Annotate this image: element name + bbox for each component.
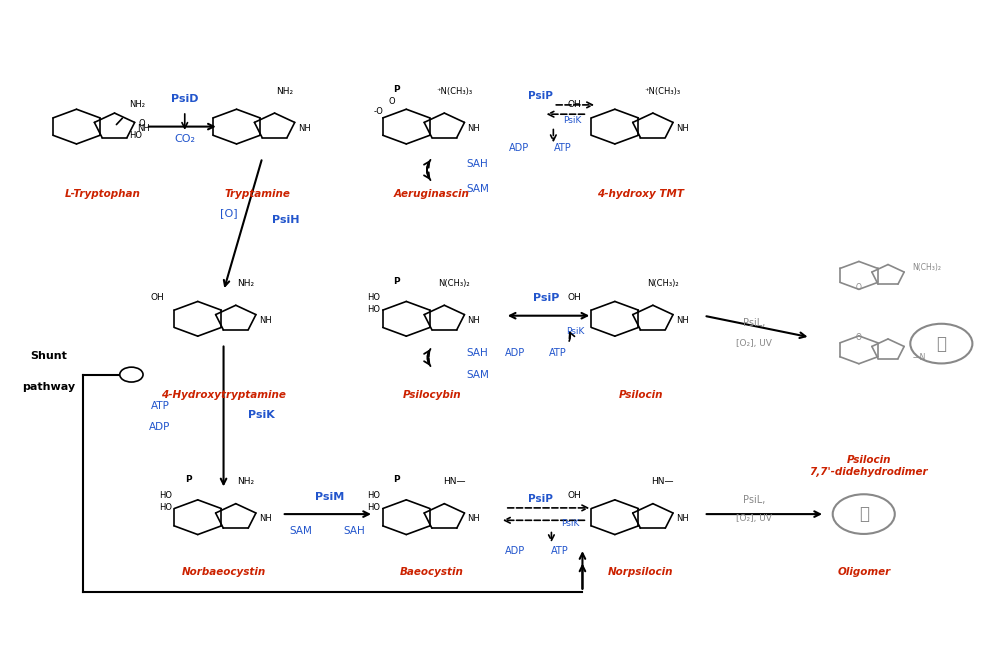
Text: ADP: ADP [509, 143, 530, 153]
Text: Oligomer: Oligomer [837, 567, 890, 577]
Text: ⁺N(CH₃)₃: ⁺N(CH₃)₃ [436, 86, 472, 96]
Text: NH: NH [467, 514, 480, 523]
Text: CO₂: CO₂ [174, 134, 195, 144]
Text: SAM: SAM [466, 183, 489, 194]
Text: NH: NH [259, 514, 272, 523]
Text: OH: OH [567, 491, 581, 500]
Text: —N: —N [912, 353, 926, 362]
Text: [O₂], UV: [O₂], UV [736, 514, 772, 523]
Text: PsiK: PsiK [566, 327, 584, 335]
FancyBboxPatch shape [34, 27, 946, 604]
Text: SAM: SAM [290, 526, 313, 536]
Text: PsiP: PsiP [528, 493, 553, 504]
Text: P: P [185, 476, 192, 484]
Text: ADP: ADP [149, 422, 170, 432]
Text: PsiP: PsiP [533, 293, 560, 304]
Text: PsiM: PsiM [315, 491, 344, 502]
Text: NH: NH [259, 316, 272, 325]
Text: NH: NH [467, 124, 480, 133]
Text: N(CH₃)₂: N(CH₃)₂ [647, 279, 678, 288]
Text: PsiL,: PsiL, [743, 495, 765, 505]
Text: O: O [388, 98, 395, 107]
Text: Shunt: Shunt [31, 351, 67, 361]
Text: Psilocybin: Psilocybin [403, 390, 461, 400]
Text: ATP: ATP [151, 400, 170, 411]
Text: -O: -O [373, 107, 383, 116]
Text: [O]: [O] [220, 209, 237, 218]
Text: 4-hydroxy TMT: 4-hydroxy TMT [597, 188, 684, 199]
Text: 🍄: 🍄 [936, 335, 946, 352]
Text: O: O [139, 119, 145, 128]
Text: P: P [393, 85, 400, 94]
Text: NH: NH [676, 316, 689, 325]
Text: N(CH₃)₂: N(CH₃)₂ [912, 263, 941, 272]
Text: O: O [856, 283, 862, 292]
Text: PsiH: PsiH [272, 214, 300, 225]
Text: N(CH₃)₂: N(CH₃)₂ [438, 279, 470, 288]
Text: ⁺N(CH₃)₃: ⁺N(CH₃)₃ [645, 86, 681, 96]
Text: 4-Hydroxytryptamine: 4-Hydroxytryptamine [161, 390, 286, 400]
Text: HO: HO [129, 131, 142, 140]
Circle shape [833, 494, 895, 534]
Text: PsiK: PsiK [248, 410, 275, 420]
Text: HO: HO [367, 292, 380, 302]
Text: Norpsilocin: Norpsilocin [608, 567, 673, 577]
Text: ATP: ATP [551, 546, 569, 556]
Text: O: O [856, 333, 862, 342]
Text: OH: OH [567, 292, 581, 302]
Text: NH: NH [676, 124, 689, 133]
Text: Tryptamine: Tryptamine [225, 188, 290, 199]
Text: ADP: ADP [504, 546, 525, 556]
Text: SAH: SAH [344, 526, 365, 536]
Text: SAM: SAM [466, 370, 489, 380]
Text: PsiK: PsiK [563, 116, 581, 125]
Circle shape [120, 367, 143, 382]
Text: NH₂: NH₂ [129, 100, 145, 109]
Text: P: P [393, 476, 400, 484]
Text: PsiD: PsiD [171, 94, 198, 104]
Text: HN—: HN— [651, 477, 674, 486]
Text: NH₂: NH₂ [276, 86, 293, 96]
Text: OH: OH [567, 100, 581, 109]
Text: ATP: ATP [549, 348, 567, 358]
Circle shape [910, 324, 972, 363]
Text: Baeocystin: Baeocystin [400, 567, 464, 577]
Text: NH: NH [467, 316, 480, 325]
Text: NH: NH [676, 514, 689, 523]
Text: Norbaeocystin: Norbaeocystin [181, 567, 266, 577]
Text: NH₂: NH₂ [237, 279, 254, 288]
Text: PsiL,: PsiL, [743, 318, 765, 328]
Text: PsiK: PsiK [561, 519, 579, 528]
Text: HO: HO [159, 491, 172, 500]
Text: P: P [393, 277, 400, 286]
Text: HO: HO [159, 503, 172, 512]
Text: ATP: ATP [554, 143, 572, 153]
Text: [O₂], UV: [O₂], UV [736, 339, 772, 348]
Text: NH: NH [138, 124, 150, 133]
Text: Psilocin: Psilocin [618, 390, 663, 400]
Text: OH: OH [150, 292, 164, 302]
Text: L-Tryptophan: L-Tryptophan [64, 188, 140, 199]
Text: ADP: ADP [504, 348, 525, 358]
Text: PsiP: PsiP [528, 90, 553, 101]
Text: HO: HO [367, 305, 380, 314]
Text: SAH: SAH [466, 159, 488, 169]
Text: NH₂: NH₂ [237, 477, 254, 486]
Text: SAH: SAH [466, 348, 488, 358]
Text: Psilocin
7,7'-didehydrodimer: Psilocin 7,7'-didehydrodimer [809, 455, 928, 477]
Text: Aeruginascin: Aeruginascin [394, 188, 470, 199]
Text: HN—: HN— [443, 477, 465, 486]
Text: NH: NH [298, 124, 310, 133]
Text: HO: HO [367, 503, 380, 512]
Text: pathway: pathway [22, 382, 76, 392]
Text: 🍄: 🍄 [859, 505, 869, 523]
Text: HO: HO [367, 491, 380, 500]
